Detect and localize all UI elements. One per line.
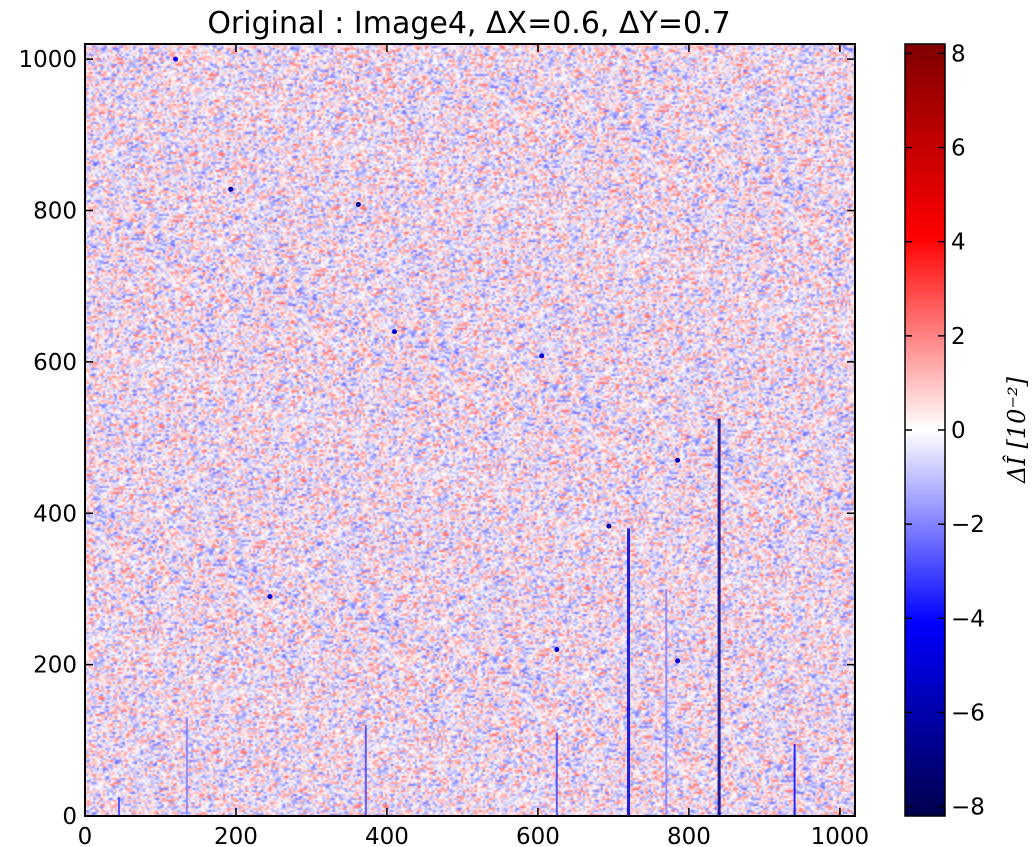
colorbar-tick-label: −2 — [951, 512, 985, 538]
plot-frame — [84, 43, 856, 817]
colorbar-tick-label: −4 — [951, 606, 985, 632]
colorbar-tick-label: −8 — [951, 795, 985, 821]
colorbar-tick-label: 2 — [951, 324, 966, 350]
colorbar-ticks: 8 6 4 2 0 −2 −4 −6 −8 — [905, 41, 985, 821]
dark-spot — [554, 646, 560, 652]
dark-spot — [228, 186, 234, 192]
dark-spot — [539, 353, 545, 359]
colorbar-tick-label: −6 — [951, 700, 985, 726]
x-tick-label: 600 — [516, 824, 560, 847]
y-tick-label: 0 — [62, 804, 77, 830]
dark-spot — [392, 329, 398, 335]
y-tick-label: 600 — [33, 350, 77, 376]
colorbar-tick-label: 6 — [951, 136, 966, 162]
dark-spot — [173, 56, 179, 62]
colorbar-tick-label: 4 — [951, 230, 966, 256]
heatmap-features — [117, 56, 796, 816]
dark-spot — [675, 457, 681, 463]
x-tick-label: 200 — [214, 824, 258, 847]
heatmap-image — [85, 44, 855, 816]
dark-spot — [675, 658, 681, 664]
heatmap-plot — [84, 43, 856, 817]
y-tick-label: 800 — [33, 199, 77, 225]
chart-title: Original : Image4, ΔX=0.6, ΔY=0.7 — [207, 6, 730, 41]
x-tick-label: 1000 — [811, 824, 870, 847]
y-tick-label: 1000 — [18, 47, 77, 73]
dark-spot — [267, 594, 273, 600]
colorbar-tick-label: 0 — [951, 418, 966, 444]
y-axis: 0 200 400 600 800 1000 — [18, 47, 855, 830]
x-axis: 0 200 400 600 800 1000 — [78, 44, 869, 847]
y-tick-label: 200 — [33, 653, 77, 679]
colorbar-label: ΔÎ [10⁻²] — [1002, 376, 1031, 484]
x-tick-label: 0 — [78, 824, 93, 847]
x-tick-label: 800 — [667, 824, 711, 847]
colorbar-tick-label: 8 — [951, 41, 966, 67]
y-tick-label: 400 — [33, 501, 77, 527]
dark-spot — [606, 523, 612, 529]
dark-spot — [355, 201, 361, 207]
x-tick-label: 400 — [365, 824, 409, 847]
colorbar: 8 6 4 2 0 −2 −4 −6 −8 ΔÎ [10⁻²] — [904, 41, 1031, 821]
